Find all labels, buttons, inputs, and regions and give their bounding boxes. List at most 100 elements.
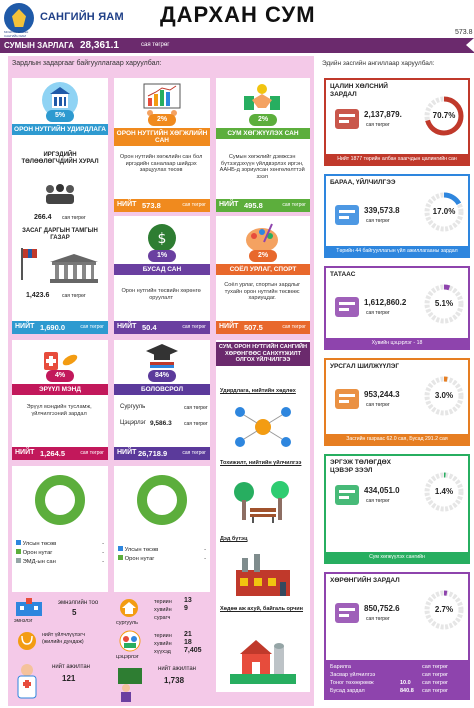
ministry-logo-text: САНГИЙН ЯАМ <box>40 11 124 23</box>
total-label: НИЙТ <box>219 201 239 208</box>
card-description: Орон нутгийн төсвийн хөрөнгө оруулалт <box>121 288 201 301</box>
economic-card: УРСГАЛ ШИЛЖҮҮЛЭГ 953,244.3 сая төгрөг 3.0% З… <box>324 358 470 446</box>
pct-badge: 2% <box>249 114 277 126</box>
breakdown-row: Засвар үйлчилгээ сая төгрөг <box>330 671 464 679</box>
breakdown-label: Барилга <box>330 664 351 670</box>
card-total: НИЙТ 1,264.5 сая төгрөг <box>12 447 108 460</box>
total-label: НИЙТ <box>117 323 137 330</box>
breakdown-label: Засвар үйлчилгээ <box>330 672 376 678</box>
progress-ring <box>424 96 464 136</box>
sub1-value: 266.4 <box>34 214 52 221</box>
card-value: 850,752.6 <box>364 604 400 613</box>
card-other-funds: $ 1% БУСАД САН Орон нутгийн төсвийн хөрө… <box>114 216 210 334</box>
card-note: Нийт 1877 төрийн албан хаагчдын цалингий… <box>326 153 468 164</box>
payment-terminal-icon <box>335 297 359 317</box>
progress-ring-fill <box>424 96 464 136</box>
total-label: НИЙТ <box>117 449 137 456</box>
pct-badge: 2% <box>148 114 176 126</box>
shopping-cart-icon <box>335 205 359 225</box>
service-item: Тохижилт, нийтийн үйлчилгээ <box>220 460 302 466</box>
medicine-icon <box>38 344 82 374</box>
edu-staff-label: нийт ажилтан <box>158 666 196 672</box>
page-title: ДАРХАН СУМ <box>160 2 316 27</box>
donut-center-label: 100% <box>153 494 171 501</box>
loan-icon <box>335 485 359 505</box>
legend-item: Орон нутаг - <box>16 549 104 558</box>
donut-legend: Улсын төсөв - Орон нутаг - ЭМД-ын сан - <box>16 540 104 567</box>
money-transfer-icon <box>335 389 359 409</box>
breakdown-unit: сая төгрөг <box>422 688 449 694</box>
total-unit: сая төгрөг <box>282 324 306 330</box>
ring-percent: 70.7% <box>432 111 456 120</box>
banner-arrow-icon <box>466 38 474 52</box>
school-row-unit: сая төгрөг <box>184 405 208 411</box>
health-stats: эмнэлэг эмнэлгийн тоо 5 нийт үйлчлүүлэгч… <box>12 596 108 704</box>
salary-icon <box>335 109 359 129</box>
ring-percent: 17.0% <box>432 207 456 216</box>
sub2-value: 1,423.6 <box>26 292 50 299</box>
card-total: НИЙТ 573.8 сая төгрөг <box>114 199 210 212</box>
factory-icon <box>230 552 296 598</box>
economic-card: ТАТААС 1,612,860.2 сая төгрөг 5.1% Хувийн цэ… <box>324 266 470 350</box>
doctor-count: 121 <box>62 674 76 683</box>
graduation-cap-icon <box>144 342 180 370</box>
kinder-row-unit: сая төгрөг <box>184 421 208 427</box>
card-title: ХӨРӨНГИЙН ЗАРДАЛ <box>330 577 400 584</box>
progress-ring <box>424 192 464 232</box>
card-culture-sport: 2% СОЁЛ УРЛАГ, СПОРТ Соёл урлаг, спортын… <box>216 216 310 334</box>
card-total: НИЙТ 507.5 сая төгрөг <box>216 321 310 334</box>
card-total: НИЙТ 26,718.9 сая төгрөг <box>114 447 210 460</box>
card-note: Засгийн газраас 62.0 сая, Бусад 291.2 са… <box>326 433 468 444</box>
hospital-count: 5 <box>72 608 77 617</box>
breakdown-label: Бусад зардал <box>330 688 365 694</box>
pct-badge: 1% <box>148 250 176 262</box>
education-donut-panel: 100% Улсын төсөв - Орон нутаг - <box>114 466 210 592</box>
total-label: НИЙТ <box>15 449 35 456</box>
service-item: Удирдлага, нийтийн хөдлөх <box>220 388 296 394</box>
card-local-admin: 5% ОРОН НУТГИЙН УДИРДЛАГА ИРГЭДИЙН ТӨЛӨӨ… <box>12 78 108 334</box>
card-title: ЦАЛИН ХӨЛСНИЙ ЗАРДАЛ <box>330 83 388 98</box>
card-note: Сум хөгжүүлэх сангийн <box>326 551 468 562</box>
progress-ring <box>424 472 464 512</box>
pct-badge: 2% <box>249 250 277 262</box>
progress-ring-fill <box>424 472 464 512</box>
capital-breakdown: Барилга сая төгрөг Засвар үйлчилгээ сая төг… <box>326 660 468 698</box>
teacher-icon <box>116 666 144 702</box>
card-health: 4% ЭРҮҮЛ МЭНД Эрүүл мэндийн тусламж, үйл… <box>12 340 108 460</box>
corner-value: 573.8 <box>455 29 473 36</box>
card-title: СУМ ХӨГЖҮҮЛЭХ САН <box>216 128 310 139</box>
budget-label: СУМЫН ЗАРЛАГА <box>4 41 74 50</box>
total-value: 1,690.0 <box>40 323 66 332</box>
card-value: 953,244.3 <box>364 390 400 399</box>
card-value: 1,612,860.2 <box>364 298 407 307</box>
flag-icon <box>18 246 40 282</box>
kinder-row-value: 9,586.3 <box>150 420 172 427</box>
health-donut-panel: 100% Улсын төсөв - Орон нутаг - ЭМД-ын сан… <box>12 466 108 592</box>
budget-banner: СУМЫН ЗАРЛАГА 28,361.1 сая төгрөг <box>0 38 474 53</box>
card-value: 2,137,879. <box>364 110 402 119</box>
sub2-title: ЗАСАГ ДАРГЫН ТАМГЫН ГАЗАР <box>22 228 98 241</box>
cash-stack-icon <box>335 603 359 623</box>
school-values: 13 9 <box>184 597 192 612</box>
total-value: 507.5 <box>244 323 263 332</box>
economic-card: ЦАЛИН ХӨЛСНИЙ ЗАРДАЛ 2,137,879. сая төгрөг… <box>324 78 470 166</box>
health-donut-chart <box>35 475 85 525</box>
card-title: ОРОН НУТГИЙН УДИРДЛАГА <box>12 124 108 135</box>
economic-card: ЭРГЭЖ ТӨЛӨГДӨХ ЦЭВЭР ЗЭЭЛ 434,051.0 сая тө… <box>324 454 470 564</box>
service-label: нийт үйлчлүүлэгч (жилийн дундаж) <box>42 632 85 645</box>
header: САНГИЙН ЯАМ ДАРХАН СУМ 573.8 <box>0 0 474 36</box>
breakdown-value: 10.0 <box>400 680 411 686</box>
farm-icon <box>230 630 296 686</box>
breakdown-row: Бусад зардал 840.8 сая төгрөг <box>330 687 464 695</box>
total-unit: сая төгрөг <box>182 202 206 208</box>
progress-ring-fill <box>424 590 464 630</box>
card-local-dev-fund: 2% ОРОН НУТГИЙН ХӨГЖЛИЙН САН Орон нутгий… <box>114 78 210 212</box>
card-description: Соёл урлаг, спортын зардлыг тухайн орон … <box>224 282 301 301</box>
kindergarten-icon <box>118 630 142 652</box>
breakdown-row: Барилга сая төгрөг <box>330 663 464 671</box>
legend-item: Орон нутаг - <box>118 555 206 564</box>
total-value: 50.4 <box>142 323 157 332</box>
card-title: УРСГАЛ ШИЛЖҮҮЛЭГ <box>330 363 400 370</box>
education-stats: сургууль териин хувийн сурагч 13 9 цэцэр… <box>114 596 210 704</box>
kinder-label: цэцэрлэг <box>116 654 139 660</box>
